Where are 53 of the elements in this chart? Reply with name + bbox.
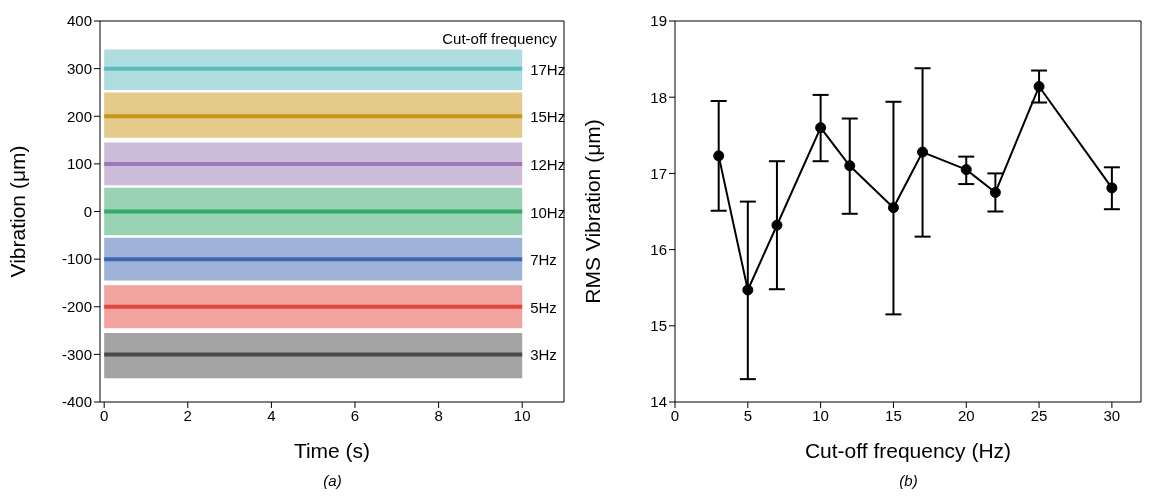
series-label: 7Hz: [530, 251, 557, 269]
point: [815, 122, 827, 134]
point: [742, 284, 754, 296]
y-tick-label: 100: [66, 155, 92, 173]
point: [771, 219, 783, 231]
y-tick-label: 200: [66, 107, 92, 125]
y-tick-label: 16: [650, 240, 667, 258]
x-axis-title: Cut-off frequency (Hz): [804, 439, 1012, 462]
point: [917, 146, 929, 158]
series-label: 15Hz: [530, 108, 566, 126]
series-label: 3Hz: [530, 346, 557, 364]
point: [960, 164, 972, 176]
y-tick-label: 19: [650, 12, 667, 30]
series-label: 17Hz: [530, 60, 566, 78]
point: [887, 202, 899, 214]
annotation: Cut-off frequency: [442, 30, 557, 47]
y-tick-label: 17: [650, 164, 667, 182]
point: [713, 150, 725, 162]
point: [989, 186, 1001, 198]
y-tick-label: 15: [650, 317, 667, 335]
x-tick-label: 15: [885, 406, 902, 424]
x-tick-label: 6: [350, 406, 360, 424]
x-tick-label: 8: [434, 406, 443, 424]
y-tick-label: 400: [66, 12, 92, 30]
x-tick-label: 10: [812, 406, 829, 424]
x-tick-label: 25: [1030, 406, 1048, 424]
x-tick-label: 4: [267, 406, 276, 424]
x-tick-label: 5: [743, 406, 752, 424]
x-tick-label: 2: [183, 406, 192, 424]
y-tick-label: -100: [61, 250, 92, 268]
text: (b): [898, 472, 919, 489]
series-label: 12Hz: [530, 155, 566, 173]
text: (a): [322, 472, 343, 489]
y-axis-title: Vibration (μm): [6, 145, 30, 278]
x-tick-label: 0: [100, 406, 109, 424]
series-label: 5Hz: [530, 298, 557, 316]
y-tick-label: 14: [650, 393, 667, 411]
x-tick-label: 0: [670, 406, 680, 424]
y-axis-title: RMS Vibration (μm): [581, 119, 605, 304]
y-tick-label: -400: [61, 393, 92, 411]
y-tick-label: -200: [61, 298, 92, 316]
point: [844, 160, 856, 172]
series-label: 10Hz: [530, 203, 566, 221]
x-axis-title: Time (s): [293, 439, 371, 462]
y-tick-label: 300: [66, 59, 92, 77]
y-tick-label: 0: [83, 202, 92, 220]
x-tick-label: 10: [513, 406, 531, 424]
x-tick-label: 30: [1103, 406, 1121, 424]
y-tick-label: -300: [61, 345, 92, 363]
x-tick-label: 20: [957, 406, 975, 424]
point: [1106, 182, 1118, 194]
y-tick-label: 18: [650, 88, 667, 106]
point: [1033, 81, 1045, 93]
